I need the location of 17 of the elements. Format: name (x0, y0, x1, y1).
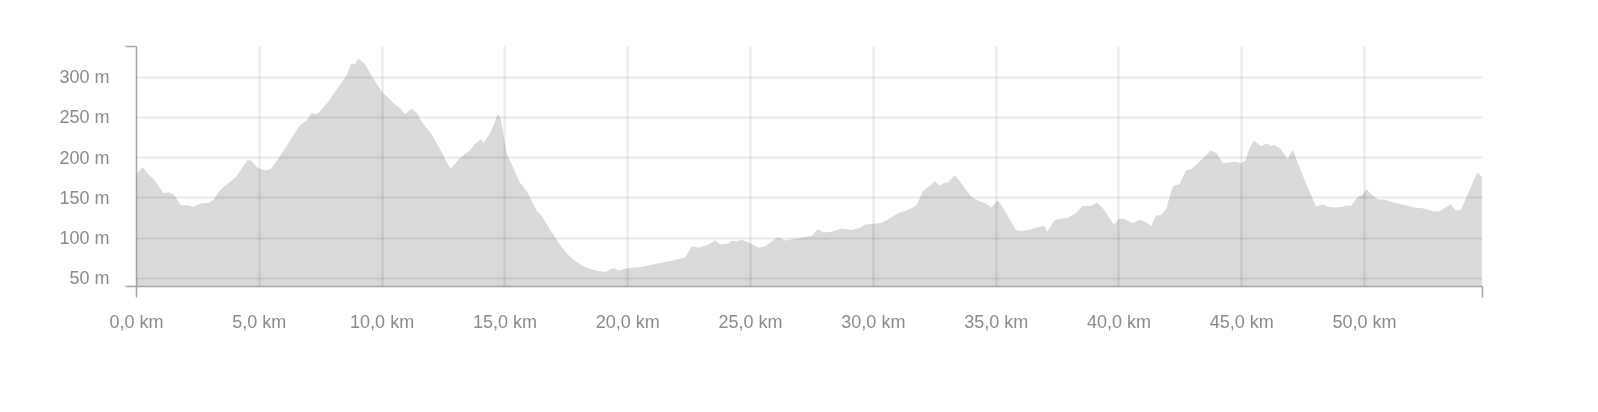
x-tick-label: 25,0 km (718, 311, 783, 332)
x-tick-label: 5,0 km (232, 311, 287, 332)
x-tick-label: 50,0 km (1332, 311, 1397, 332)
x-tick-label: 40,0 km (1086, 311, 1151, 332)
y-tick-label: 250 m (59, 107, 110, 128)
y-tick-label: 150 m (59, 187, 110, 208)
y-tick-label: 50 m (69, 268, 110, 289)
x-tick-label: 45,0 km (1209, 311, 1274, 332)
x-tick-label: 35,0 km (964, 311, 1029, 332)
x-tick-label: 20,0 km (595, 311, 660, 332)
x-tick-label: 15,0 km (472, 311, 537, 332)
x-tick-label: 10,0 km (350, 311, 415, 332)
y-tick-label: 200 m (59, 147, 110, 168)
y-tick-label: 100 m (59, 228, 110, 249)
y-tick-label: 300 m (59, 67, 110, 88)
x-tick-label: 0,0 km (109, 311, 164, 332)
x-tick-label: 30,0 km (841, 311, 906, 332)
